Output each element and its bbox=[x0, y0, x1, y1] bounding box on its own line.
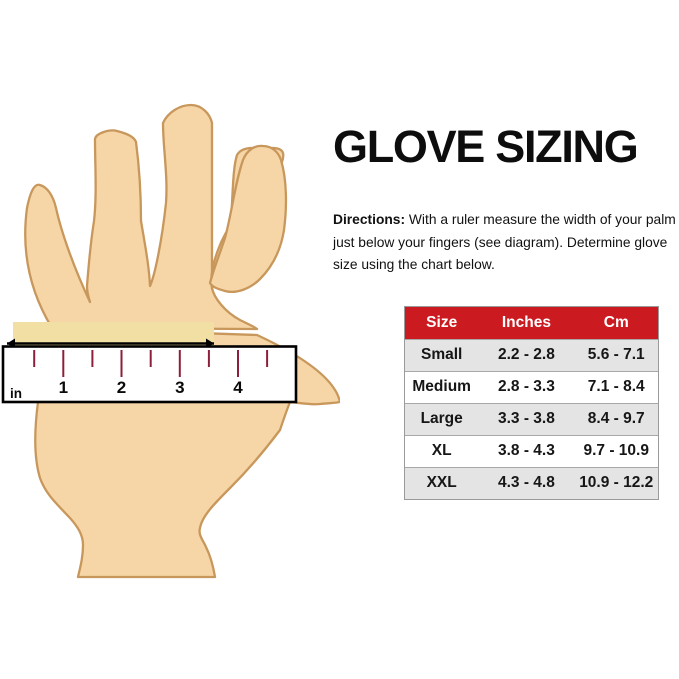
svg-text:4: 4 bbox=[233, 378, 243, 397]
svg-text:in: in bbox=[10, 386, 22, 401]
svg-text:2: 2 bbox=[117, 378, 126, 397]
svg-text:1: 1 bbox=[59, 378, 68, 397]
svg-text:3: 3 bbox=[175, 378, 184, 397]
